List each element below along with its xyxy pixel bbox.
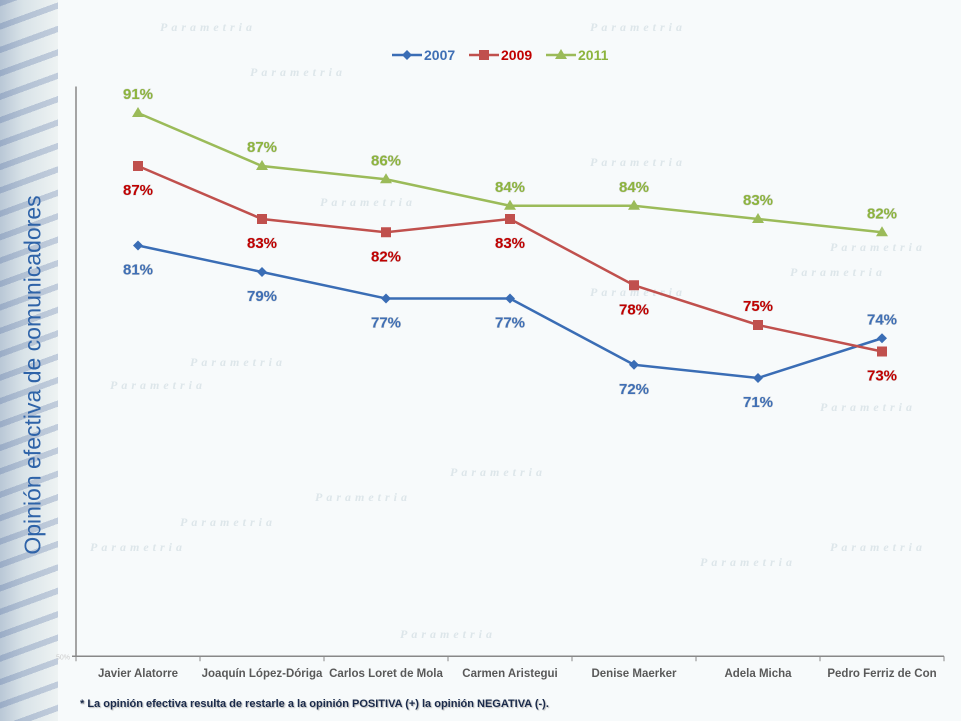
data-point-2009 [381,227,391,238]
data-label-2009: 75% [743,298,773,315]
watermark-text: Parametria [590,285,686,299]
watermark-text: Parametria [400,627,496,641]
x-tick-label: Joaquín López-Dóriga [202,668,323,680]
watermark-text: Parametria [590,155,686,169]
watermark-text: Parametria [90,540,186,554]
legend-marker-2009 [479,50,489,60]
data-point-2007 [877,333,887,344]
watermark-text: Parametria [190,355,286,369]
watermark-text: Parametria [110,378,206,392]
decorative-strip [0,0,58,721]
data-label-2011: 83% [743,192,773,209]
x-tick-label: Pedro Ferriz de Con [827,668,936,680]
data-point-2011 [628,199,640,210]
watermark-text: Parametria [320,195,416,209]
data-point-2009 [505,214,515,224]
legend-marker-2011 [555,49,567,59]
watermark-text: Parametria [250,65,346,79]
watermark-text: Parametria [820,400,916,414]
data-label-2007: 79% [247,288,277,305]
data-point-2009 [133,161,143,171]
legend-label-2007: 2007 [424,47,455,63]
legend-marker-2007 [402,50,412,60]
data-point-2011 [132,107,144,117]
data-label-2011: 84% [619,179,649,196]
data-label-2009: 73% [867,368,897,385]
data-label-2009: 83% [247,235,277,252]
data-label-2007: 81% [123,262,153,279]
footnote: * La opinión efectiva resulta de restarl… [80,698,549,710]
data-point-2009 [629,280,639,291]
data-point-2011 [876,226,888,237]
data-point-2009 [877,346,887,357]
data-label-2007: 77% [495,315,525,332]
data-label-2009: 82% [371,248,401,265]
data-label-2007: 74% [867,311,897,328]
x-tick-label: Carmen Aristegui [462,668,557,680]
data-label-2009: 87% [123,182,153,199]
data-point-2011 [380,173,392,184]
data-point-2007 [257,267,267,277]
legend-label-2009: 2009 [501,47,532,63]
watermark-text: Parametria [315,490,411,504]
watermark-text: Parametria [700,555,796,569]
data-label-2011: 86% [371,152,401,169]
watermark-text: Parametria [790,265,886,279]
x-tick-label: Carlos Loret de Mola [329,668,443,680]
watermark-text: Parametria [590,20,686,34]
data-label-2009: 78% [619,301,649,318]
y-tick-label: 50% [56,654,70,661]
watermark-text: Parametria [180,515,276,529]
x-tick-label: Javier Alatorre [98,668,178,680]
data-point-2007 [381,293,391,304]
data-label-2011: 87% [247,139,277,156]
data-label-2007: 71% [743,394,773,411]
data-point-2011 [752,213,764,223]
data-point-2007 [133,240,143,251]
data-label-2011: 84% [495,179,525,196]
watermark-text: Parametria [830,240,926,254]
x-tick-label: Denise Maerker [591,668,677,680]
x-tick-label: Adela Micha [724,668,792,680]
data-label-2011: 91% [123,86,153,103]
watermark-text: Parametria [830,540,926,554]
data-label-2007: 77% [371,315,401,332]
data-point-2009 [753,320,763,330]
data-label-2011: 82% [867,205,897,222]
data-point-2007 [505,293,515,304]
data-point-2007 [629,359,639,370]
watermark-text: Parametria [160,20,256,34]
data-label-2007: 72% [619,381,649,398]
data-point-2011 [256,160,268,170]
data-point-2011 [504,199,516,210]
legend-label-2011: 2011 [578,47,609,63]
watermark-text: Parametria [450,465,546,479]
data-label-2009: 83% [495,235,525,252]
data-point-2009 [257,214,267,224]
data-point-2007 [753,373,763,383]
